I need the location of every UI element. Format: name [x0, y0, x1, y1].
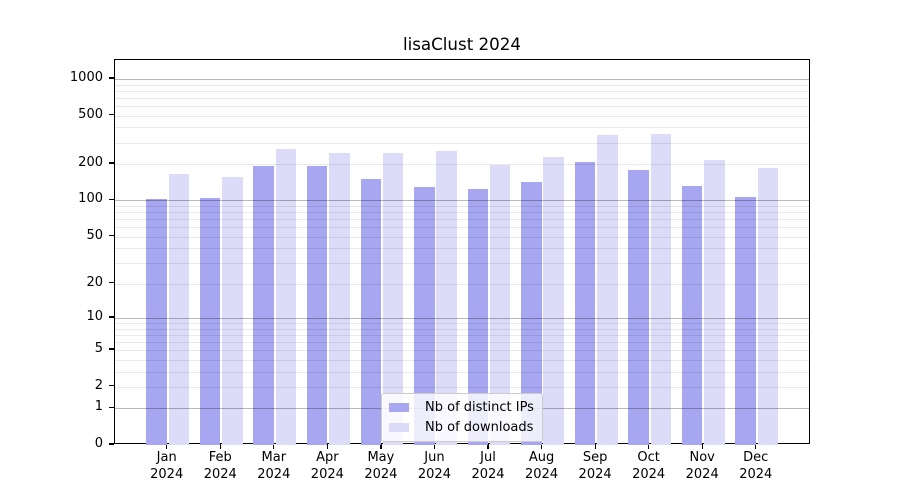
y-tick-2 — [108, 385, 114, 387]
legend: Nb of distinct IPs Nb of downloads — [381, 393, 543, 442]
x-tick-label-jul: Jul 2024 — [471, 450, 505, 482]
x-tick-nov — [701, 444, 703, 449]
bar-distinct-ips-jun — [414, 186, 435, 445]
y-tick-1000 — [108, 77, 114, 79]
bar-distinct-ips-sep — [574, 161, 596, 445]
bar-downloads-nov — [704, 160, 725, 445]
bar-downloads-jul — [489, 165, 511, 445]
legend-label-downloads: Nb of downloads — [425, 420, 534, 435]
y-tick-0 — [108, 443, 114, 445]
bar-distinct-ips-apr — [306, 165, 328, 445]
y-tick-label-200: 200 — [78, 155, 103, 170]
x-tick-may — [380, 444, 382, 449]
bar-distinct-ips-jul — [467, 189, 489, 445]
gridline-minor — [115, 97, 809, 99]
bar-distinct-ips-mar — [253, 165, 274, 445]
y-tick-5 — [108, 348, 114, 350]
gridline-minor — [115, 127, 809, 129]
y-tick-label-20: 20 — [86, 274, 103, 290]
y-tick-label-500: 500 — [78, 106, 103, 122]
x-tick-label-may: May 2024 — [364, 450, 398, 482]
x-tick-label-apr: Apr 2024 — [310, 450, 344, 482]
gridline-major — [115, 78, 809, 80]
legend-swatch-downloads — [389, 423, 409, 432]
bar-downloads-feb — [222, 176, 243, 445]
y-tick-label-100: 100 — [78, 191, 103, 207]
bar-downloads-oct — [650, 134, 672, 445]
bar-downloads-apr — [329, 152, 350, 445]
y-tick-label-1: 1 — [94, 399, 103, 415]
bar-distinct-ips-may — [360, 178, 381, 445]
chart-title: lisaClust 2024 — [402, 34, 522, 54]
bar-downloads-may — [382, 153, 404, 445]
bar-distinct-ips-jan — [146, 199, 167, 445]
bar-downloads-dec — [757, 168, 779, 445]
bar-downloads-aug — [543, 156, 564, 445]
bar-distinct-ips-aug — [521, 182, 542, 445]
x-tick-label-feb: Feb 2024 — [203, 450, 237, 482]
gridline-minor — [115, 90, 809, 92]
legend-entry-distinct-ips: Nb of distinct IPs — [389, 399, 534, 416]
bar-distinct-ips-dec — [735, 196, 756, 445]
x-tick-jan — [166, 444, 168, 449]
y-tick-1 — [108, 406, 114, 408]
x-tick-dec — [755, 444, 757, 449]
y-tick-200 — [108, 162, 114, 164]
gridline-minor — [115, 105, 809, 107]
gridline-minor — [115, 142, 809, 144]
y-tick-500 — [108, 114, 114, 116]
legend-swatch-distinct-ips — [389, 403, 409, 412]
bar-downloads-jun — [436, 150, 457, 445]
y-tick-label-10: 10 — [86, 308, 103, 324]
x-tick-label-jun: Jun 2024 — [417, 450, 451, 482]
x-tick-label-oct: Oct 2024 — [632, 450, 666, 482]
y-tick-100 — [108, 198, 114, 201]
x-tick-oct — [648, 444, 650, 449]
x-tick-label-mar: Mar 2024 — [257, 450, 291, 482]
y-tick-20 — [108, 282, 114, 284]
y-tick-10 — [108, 316, 114, 318]
y-tick-50 — [108, 235, 114, 237]
x-tick-mar — [273, 444, 275, 449]
x-tick-apr — [326, 444, 329, 449]
x-tick-jul — [487, 444, 489, 449]
gridline-minor — [115, 84, 809, 86]
y-tick-label-2: 2 — [94, 377, 103, 393]
x-tick-aug — [540, 444, 543, 449]
bar-distinct-ips-feb — [199, 197, 221, 445]
bar-distinct-ips-nov — [681, 186, 703, 445]
x-tick-label-sep: Sep 2024 — [578, 450, 612, 482]
x-tick-label-nov: Nov 2024 — [685, 450, 719, 482]
y-tick-label-50: 50 — [86, 227, 103, 243]
gridline-minor — [115, 115, 809, 117]
y-tick-label-5: 5 — [94, 341, 103, 357]
y-tick-label-1000: 1000 — [69, 69, 103, 85]
x-tick-jun — [433, 444, 436, 449]
legend-label-distinct-ips: Nb of distinct IPs — [425, 400, 534, 415]
y-tick-label-0: 0 — [94, 436, 103, 451]
plot-area: Nb of distinct IPs Nb of downloads — [114, 59, 810, 445]
legend-entry-downloads: Nb of downloads — [389, 419, 534, 436]
bar-distinct-ips-oct — [628, 170, 649, 445]
bar-downloads-sep — [597, 135, 618, 445]
bar-downloads-jan — [168, 174, 190, 445]
x-tick-feb — [219, 444, 221, 449]
bar-downloads-mar — [275, 148, 297, 445]
x-tick-label-jan: Jan 2024 — [150, 450, 184, 482]
x-tick-label-dec: Dec 2024 — [739, 450, 773, 482]
x-tick-label-aug: Aug 2024 — [525, 450, 559, 482]
x-tick-sep — [594, 444, 596, 449]
